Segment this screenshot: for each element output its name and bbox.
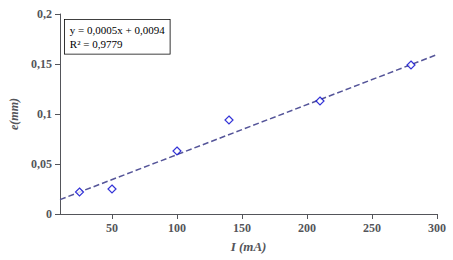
svg-text:I (mA): I (mA) xyxy=(230,239,267,254)
svg-text:y = 0,0005x + 0,0094: y = 0,0005x + 0,0094 xyxy=(70,24,165,36)
svg-text:50: 50 xyxy=(106,221,118,235)
svg-text:0,15: 0,15 xyxy=(31,57,52,71)
svg-text:300: 300 xyxy=(428,221,446,235)
svg-text:e(mm): e(mm) xyxy=(7,98,21,130)
svg-text:0,05: 0,05 xyxy=(31,157,52,171)
svg-text:0: 0 xyxy=(46,207,52,221)
svg-text:150: 150 xyxy=(233,221,251,235)
svg-text:100: 100 xyxy=(168,221,186,235)
svg-text:0,2: 0,2 xyxy=(37,7,52,21)
svg-text:0,1: 0,1 xyxy=(37,107,52,121)
svg-text:250: 250 xyxy=(363,221,381,235)
svg-text:R² = 0,9779: R² = 0,9779 xyxy=(70,38,123,50)
svg-text:200: 200 xyxy=(298,221,316,235)
